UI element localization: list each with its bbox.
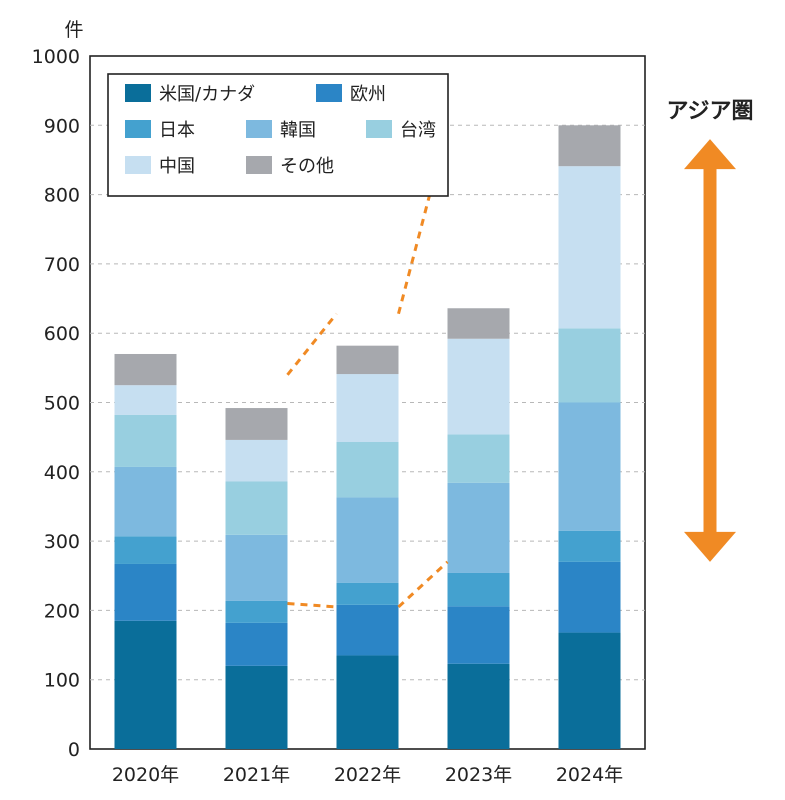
bar-segment [558,561,621,633]
legend-swatch [125,84,151,102]
legend-label: 日本 [159,120,195,141]
x-tick-label: 2020年 [112,764,179,786]
y-tick-label: 300 [44,531,80,553]
bar-segment [336,345,399,375]
bar-segment [336,582,399,605]
legend-swatch [125,120,151,138]
bar-segment [336,497,399,583]
bar-segment [225,408,288,440]
legend-label: 台湾 [400,120,436,141]
y-tick-label: 900 [44,115,80,137]
asia-region-label: アジア圏 [666,99,753,124]
bar-segment [114,414,177,467]
bar-segment [336,374,399,443]
bar-segment [558,166,621,329]
bar-segment [225,622,288,666]
x-tick-label: 2021年 [223,764,290,786]
legend-label: 韓国 [280,120,316,141]
bar-segment [114,466,177,537]
bar-segment [558,328,621,403]
legend-swatch [366,120,392,138]
y-tick-label: 700 [44,254,80,276]
y-tick-label: 500 [44,393,80,415]
y-tick-label: 1000 [32,46,80,68]
bar-segment [558,125,621,167]
bar-segment [114,385,177,415]
bar-segment [114,353,177,386]
legend-swatch [125,156,151,174]
bar-segment [447,606,510,664]
asia-dashed-guide [287,601,337,609]
bar-segment [225,439,288,482]
y-tick-label: 400 [44,462,80,484]
legend-label: その他 [280,156,334,177]
legend-label: 中国 [159,156,195,177]
bar-segment [225,665,288,749]
bar-segment [447,434,510,483]
bar-segment [447,338,510,435]
bar-segment [225,534,288,601]
y-tick-label: 0 [68,739,80,761]
bar-segment [558,632,621,749]
bar-segment [336,442,399,498]
bar-segment [114,563,177,621]
x-tick-label: 2023年 [445,764,512,786]
bar-segment [447,663,510,749]
y-tick-label: 200 [44,600,80,622]
legend-label: 欧州 [350,84,386,105]
asia-arrow-head-up [684,139,736,170]
y-axis-unit-label: 件 [64,19,83,41]
x-tick-label: 2024年 [556,764,623,786]
y-tick-label: 800 [44,185,80,207]
bar-segment [558,530,621,562]
asia-dashed-guide [397,560,449,609]
bar-segment [558,402,621,531]
bar-segment [225,481,288,535]
bar-segment [447,482,510,573]
legend-swatch [246,120,272,138]
x-tick-label: 2022年 [334,764,401,786]
bar-segment [336,604,399,656]
legend-swatch [246,156,272,174]
asia-arrow-head-down [684,531,736,562]
legend-swatch [316,84,342,102]
y-tick-label: 100 [44,670,80,692]
bar-segment [225,600,288,623]
bar-segment [114,620,177,749]
legend-label: 米国/カナダ [159,84,255,105]
asia-dashed-guide [286,312,338,376]
bar-segment [114,536,177,564]
bar-segment [447,572,510,607]
bar-segment [336,655,399,749]
bar-segment [447,308,510,339]
y-tick-label: 600 [44,323,80,345]
